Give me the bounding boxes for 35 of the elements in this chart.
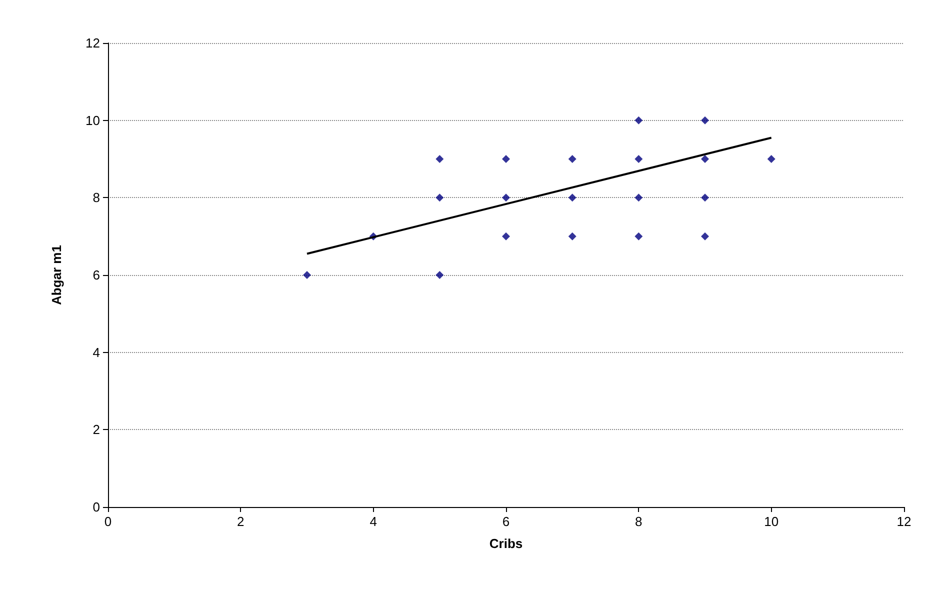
point: [701, 232, 709, 240]
y-tick-label: 10: [86, 112, 100, 128]
point: [568, 155, 576, 163]
y-tick-label: 6: [92, 268, 100, 282]
point: [701, 116, 709, 124]
point: [634, 116, 643, 124]
point: [568, 194, 576, 202]
point: [634, 232, 643, 240]
x-tick-label: 8: [635, 514, 642, 529]
y-tick-label: 8: [92, 190, 100, 206]
y-tick-label: 2: [92, 422, 100, 438]
y-tick-label: 4: [92, 344, 100, 360]
point: [701, 155, 709, 163]
y-tick-label: 0: [92, 500, 100, 514]
point: [436, 155, 444, 163]
point: [767, 155, 776, 163]
x-tick-label: 6: [502, 514, 510, 529]
point: [701, 194, 709, 202]
x-axis-title: Cribs: [489, 536, 523, 551]
point: [436, 194, 444, 202]
point: [502, 194, 510, 202]
y-axis-title: Abgar m1: [49, 245, 64, 305]
point: [502, 155, 510, 163]
x-tick-label: 2: [237, 514, 244, 529]
y-tick-label: 12: [86, 36, 100, 50]
x-tick-label: 0: [104, 514, 112, 529]
x-tick-label: 12: [896, 514, 912, 529]
point: [568, 232, 576, 240]
point: [634, 155, 643, 163]
point: [634, 194, 643, 202]
point: [502, 232, 510, 240]
point: [303, 271, 311, 279]
point: [436, 271, 444, 279]
x-tick-label: 10: [764, 514, 779, 529]
x-tick-label: 4: [370, 514, 377, 529]
